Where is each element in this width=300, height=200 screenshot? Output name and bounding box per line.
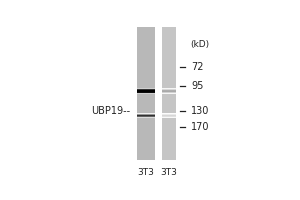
Text: 170: 170 xyxy=(191,122,209,132)
Text: 95: 95 xyxy=(191,81,203,91)
Text: 3T3: 3T3 xyxy=(138,168,154,177)
Text: UBP19--: UBP19-- xyxy=(92,106,130,116)
Text: (kD): (kD) xyxy=(190,40,209,49)
Bar xyxy=(162,27,176,160)
Text: 3T3: 3T3 xyxy=(160,168,177,177)
Text: 130: 130 xyxy=(191,106,209,116)
Bar xyxy=(137,27,155,160)
Text: 72: 72 xyxy=(191,62,203,72)
